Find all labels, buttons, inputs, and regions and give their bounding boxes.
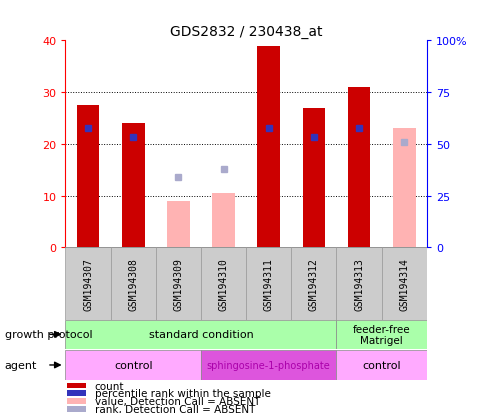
- Bar: [155, 248, 200, 320]
- Text: GSM194309: GSM194309: [173, 258, 183, 310]
- Bar: [245, 248, 291, 320]
- Bar: [76, 106, 99, 248]
- Bar: [347, 88, 370, 248]
- Bar: [65, 320, 336, 349]
- Bar: [302, 108, 324, 248]
- Bar: [67, 398, 86, 404]
- Text: GSM194312: GSM194312: [308, 258, 318, 310]
- Bar: [336, 248, 381, 320]
- Text: percentile rank within the sample: percentile rank within the sample: [94, 388, 270, 398]
- Bar: [200, 248, 245, 320]
- Text: count: count: [94, 381, 124, 391]
- Bar: [67, 383, 86, 389]
- Bar: [167, 201, 189, 248]
- Text: control: control: [114, 360, 152, 370]
- Bar: [291, 248, 336, 320]
- Bar: [257, 47, 279, 248]
- Text: control: control: [362, 360, 400, 370]
- Bar: [65, 350, 200, 380]
- Bar: [381, 248, 426, 320]
- Text: standard condition: standard condition: [148, 330, 253, 339]
- Text: GSM194310: GSM194310: [218, 258, 228, 310]
- Text: GSM194307: GSM194307: [83, 258, 93, 310]
- Text: GSM194311: GSM194311: [263, 258, 273, 310]
- Text: rank, Detection Call = ABSENT: rank, Detection Call = ABSENT: [94, 404, 255, 413]
- Bar: [212, 194, 234, 248]
- Bar: [110, 248, 155, 320]
- Bar: [200, 350, 336, 380]
- Bar: [67, 406, 86, 412]
- Bar: [67, 390, 86, 396]
- Bar: [65, 248, 110, 320]
- Bar: [336, 350, 426, 380]
- Text: feeder-free
Matrigel: feeder-free Matrigel: [352, 324, 409, 345]
- Title: GDS2832 / 230438_at: GDS2832 / 230438_at: [169, 25, 322, 39]
- Bar: [392, 129, 415, 248]
- Text: GSM194314: GSM194314: [398, 258, 408, 310]
- Bar: [336, 320, 426, 349]
- Text: GSM194313: GSM194313: [353, 258, 363, 310]
- Bar: [121, 124, 144, 248]
- Text: sphingosine-1-phosphate: sphingosine-1-phosphate: [206, 360, 330, 370]
- Text: growth protocol: growth protocol: [5, 330, 92, 339]
- Text: GSM194308: GSM194308: [128, 258, 138, 310]
- Text: agent: agent: [5, 360, 37, 370]
- Text: value, Detection Call = ABSENT: value, Detection Call = ABSENT: [94, 396, 259, 406]
